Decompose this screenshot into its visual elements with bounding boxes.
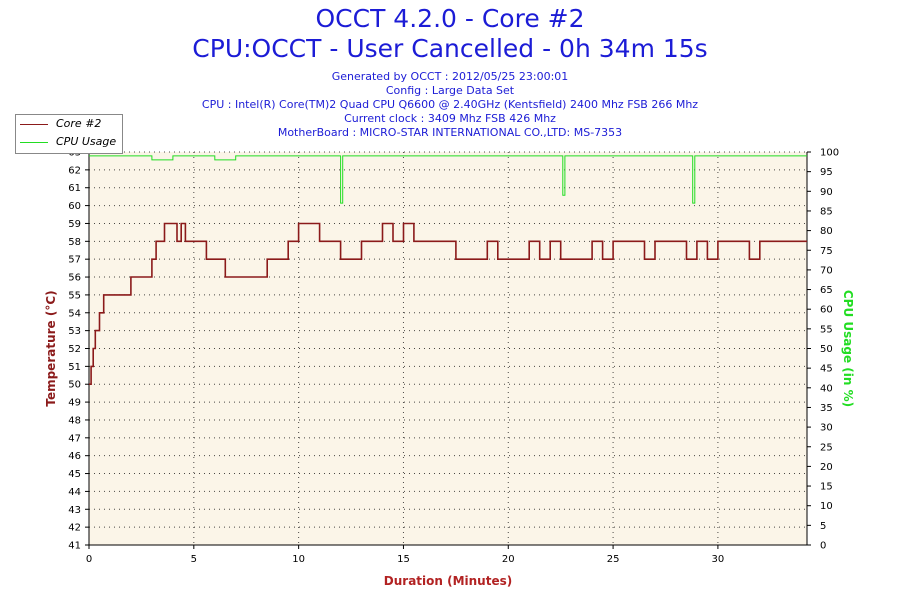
legend-swatch-core2 (20, 124, 48, 125)
y2-tick-label: 40 (820, 383, 833, 394)
y2-tick-label: 25 (820, 442, 833, 453)
series-line-cpu-usage (89, 155, 807, 204)
y-tick-label: 54 (68, 308, 81, 319)
y2-tick-label: 100 (820, 148, 839, 159)
y-tick-label: 53 (68, 326, 81, 337)
x-tick-label: 30 (712, 554, 725, 565)
y2-tick-label: 60 (820, 305, 833, 316)
y2-tick-label: 10 (820, 501, 833, 512)
y-tick-label: 62 (68, 165, 81, 176)
y-tick-label: 42 (68, 523, 81, 534)
x-tick-label: 20 (502, 554, 515, 565)
legend-label-cpu-usage: CPU Usage (56, 135, 117, 148)
x-tick-label: 25 (607, 554, 620, 565)
series-line-core2 (89, 222, 807, 385)
y2-tick-label: 0 (820, 541, 826, 552)
config-info: Config : Large Data Set (385, 84, 515, 97)
y-tick-label: 41 (68, 541, 81, 552)
y-tick-label: 48 (68, 415, 81, 426)
legend-item-cpu-usage: CPU Usage (16, 134, 120, 150)
plot-area (89, 152, 807, 545)
y2-tick-label: 45 (820, 364, 833, 375)
clock-info: Current clock : 3409 Mhz FSB 426 Mhz (344, 112, 556, 125)
x-tick-label: 0 (86, 554, 92, 565)
y-tick-label: 50 (68, 380, 81, 391)
y-tick-label: 56 (68, 273, 81, 284)
legend-swatch-cpu-usage (20, 142, 48, 143)
y2-tick-label: 5 (820, 521, 826, 532)
x-axis-title: Duration (Minutes) (384, 574, 512, 588)
x-tick-label: 15 (397, 554, 410, 565)
cpu-info: CPU : Intel(R) Core(TM)2 Quad CPU Q6600 … (201, 98, 699, 111)
chart-legend: Core #2 CPU Usage (15, 114, 123, 154)
y-tick-label: 46 (68, 451, 81, 462)
y-tick-label: 55 (68, 290, 81, 301)
y2-tick-label: 15 (820, 482, 833, 493)
x-tick-label: 10 (292, 554, 305, 565)
y-tick-label: 47 (68, 433, 81, 444)
generated-info: Generated by OCCT : 2012/05/25 23:00:01 (331, 70, 569, 83)
y2-tick-label: 55 (820, 324, 833, 335)
y2-tick-label: 50 (820, 344, 833, 355)
y-tick-label: 60 (68, 201, 81, 212)
x-tick-label: 5 (191, 554, 197, 565)
y2-tick-label: 75 (820, 246, 833, 257)
legend-item-core2: Core #2 (16, 116, 120, 132)
y-tick-label: 49 (68, 398, 81, 409)
y-tick-label: 61 (68, 183, 81, 194)
y2-axis-title: CPU Usage (in %) (841, 290, 855, 407)
y-tick-label: 43 (68, 505, 81, 516)
y2-tick-label: 65 (820, 285, 833, 296)
y-tick-label: 59 (68, 219, 81, 230)
y-tick-label: 44 (68, 487, 81, 498)
y2-tick-label: 20 (820, 462, 833, 473)
y2-tick-label: 30 (820, 423, 833, 434)
y2-tick-label: 70 (820, 265, 833, 276)
legend-label-core2: Core #2 (56, 117, 102, 130)
y-tick-label: 51 (68, 362, 81, 373)
y2-tick-label: 95 (820, 167, 833, 178)
y2-tick-label: 90 (820, 187, 833, 198)
y-axis-title: Temperature (°C) (44, 290, 58, 406)
motherboard-info: MotherBoard : MICRO-STAR INTERNATIONAL C… (277, 126, 623, 139)
y-tick-label: 57 (68, 255, 81, 266)
y2-tick-label: 80 (820, 226, 833, 237)
y-tick-label: 45 (68, 469, 81, 480)
y2-tick-label: 85 (820, 206, 833, 217)
chart-subtitle: CPU:OCCT - User Cancelled - 0h 34m 15s (192, 34, 708, 63)
y2-tick-label: 35 (820, 403, 833, 414)
y-tick-label: 58 (68, 237, 81, 248)
chart-title: OCCT 4.2.0 - Core #2 (315, 4, 585, 33)
y-tick-label: 52 (68, 344, 81, 355)
